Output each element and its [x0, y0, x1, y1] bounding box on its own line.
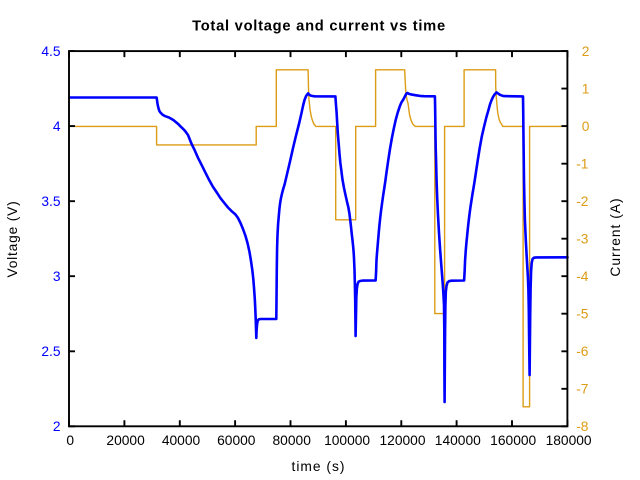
svg-text:4: 4 — [53, 119, 61, 134]
svg-text:-3: -3 — [576, 232, 589, 247]
svg-text:60000: 60000 — [217, 433, 256, 448]
svg-text:3.5: 3.5 — [41, 194, 61, 209]
svg-text:2: 2 — [582, 44, 590, 59]
svg-text:-2: -2 — [576, 194, 588, 209]
svg-text:80000: 80000 — [273, 433, 312, 448]
svg-text:180000: 180000 — [546, 433, 592, 448]
svg-text:Voltage (V): Voltage (V) — [5, 200, 20, 277]
svg-text:-5: -5 — [576, 307, 589, 322]
svg-text:-4: -4 — [576, 269, 589, 284]
svg-text:-7: -7 — [576, 382, 588, 397]
svg-text:40000: 40000 — [162, 433, 201, 448]
svg-text:time (s): time (s) — [292, 459, 346, 474]
svg-text:140000: 140000 — [435, 433, 481, 448]
svg-text:3: 3 — [53, 269, 61, 284]
svg-text:1: 1 — [582, 81, 590, 96]
svg-text:0: 0 — [66, 433, 74, 448]
svg-text:0: 0 — [582, 119, 590, 134]
svg-text:120000: 120000 — [379, 433, 425, 448]
svg-text:2.5: 2.5 — [41, 344, 61, 359]
svg-text:160000: 160000 — [490, 433, 536, 448]
svg-text:2: 2 — [53, 419, 61, 434]
svg-text:Current (A): Current (A) — [608, 197, 623, 276]
svg-text:-1: -1 — [576, 157, 588, 172]
svg-text:4.5: 4.5 — [41, 44, 61, 59]
svg-text:20000: 20000 — [106, 433, 145, 448]
svg-text:-8: -8 — [576, 419, 589, 434]
svg-text:100000: 100000 — [324, 433, 370, 448]
svg-text:-6: -6 — [576, 344, 589, 359]
svg-text:Total voltage and current vs t: Total voltage and current vs time — [192, 19, 446, 35]
